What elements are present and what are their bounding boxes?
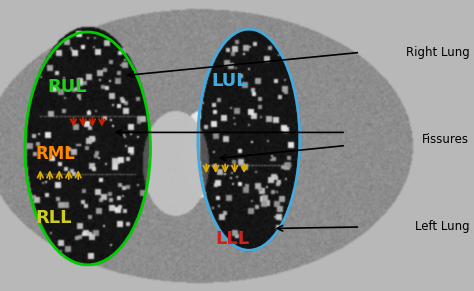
Text: RUL: RUL xyxy=(47,78,87,96)
Text: LLL: LLL xyxy=(216,230,250,248)
Text: Right Lung: Right Lung xyxy=(406,46,469,59)
Text: RLL: RLL xyxy=(36,209,72,227)
Text: Left Lung: Left Lung xyxy=(415,221,469,233)
Text: RML: RML xyxy=(36,145,75,163)
Text: LUL: LUL xyxy=(211,72,247,91)
Text: Fissures: Fissures xyxy=(422,133,469,146)
